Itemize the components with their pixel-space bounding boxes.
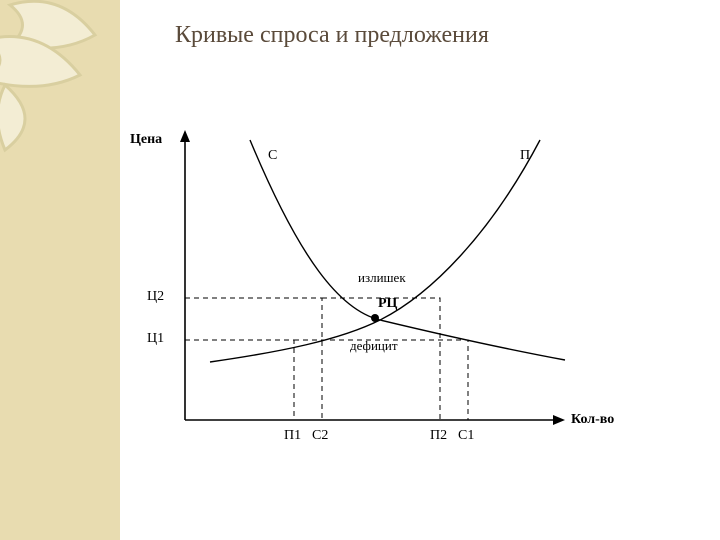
y-axis-label: Цена	[130, 132, 162, 148]
xtick-С2: С2	[312, 428, 328, 444]
xtick-П1: П1	[284, 428, 301, 444]
supply-curve-label: П	[520, 148, 530, 164]
y-axis-arrow	[180, 130, 190, 142]
equilibrium-label: РЦ	[378, 296, 397, 312]
ytick-Ц1: Ц1	[147, 331, 164, 347]
guide-line	[322, 298, 440, 420]
surplus-label: излишек	[358, 270, 406, 286]
equilibrium-point	[371, 314, 379, 322]
x-axis-label: Кол-во	[571, 412, 614, 428]
ytick-Ц2: Ц2	[147, 289, 164, 305]
guide-line	[185, 298, 322, 420]
demand-curve-label: С	[268, 148, 277, 164]
x-axis-arrow	[553, 415, 565, 425]
supply-curve	[210, 140, 540, 362]
demand-curve	[250, 140, 565, 360]
xtick-С1: С1	[458, 428, 474, 444]
guide-line	[185, 340, 294, 420]
xtick-П2: П2	[430, 428, 447, 444]
deficit-label: дефицит	[350, 338, 398, 354]
